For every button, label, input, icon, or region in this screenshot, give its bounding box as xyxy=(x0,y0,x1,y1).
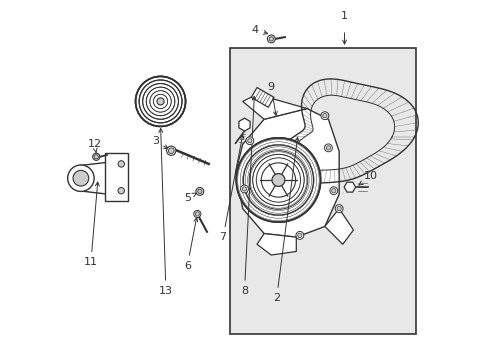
Text: 7: 7 xyxy=(219,135,244,242)
Text: 2: 2 xyxy=(272,138,298,303)
Polygon shape xyxy=(105,153,128,202)
Circle shape xyxy=(297,233,302,238)
Circle shape xyxy=(331,189,335,193)
Circle shape xyxy=(197,189,202,194)
Bar xyxy=(230,48,415,334)
Polygon shape xyxy=(242,94,306,119)
Polygon shape xyxy=(239,118,249,131)
Circle shape xyxy=(196,188,203,195)
Circle shape xyxy=(247,139,251,143)
Circle shape xyxy=(157,98,164,105)
Circle shape xyxy=(118,161,124,167)
Text: 13: 13 xyxy=(159,129,173,296)
Circle shape xyxy=(168,148,174,154)
Text: 4: 4 xyxy=(251,25,267,35)
Circle shape xyxy=(67,165,94,192)
Circle shape xyxy=(93,153,100,160)
Circle shape xyxy=(193,210,201,217)
Circle shape xyxy=(267,35,275,43)
Circle shape xyxy=(118,188,124,194)
Polygon shape xyxy=(235,109,339,237)
Circle shape xyxy=(242,187,246,191)
Text: 6: 6 xyxy=(183,218,197,271)
Circle shape xyxy=(195,212,199,216)
Circle shape xyxy=(135,76,185,126)
Circle shape xyxy=(320,112,328,120)
Circle shape xyxy=(325,146,330,150)
Circle shape xyxy=(324,144,332,152)
Circle shape xyxy=(240,185,248,193)
Polygon shape xyxy=(324,208,353,244)
Text: 3: 3 xyxy=(151,136,168,149)
Circle shape xyxy=(271,174,285,186)
Circle shape xyxy=(335,204,343,212)
Circle shape xyxy=(322,113,326,118)
Polygon shape xyxy=(251,87,273,107)
Circle shape xyxy=(329,187,337,195)
Polygon shape xyxy=(257,234,296,255)
Text: 11: 11 xyxy=(84,182,99,267)
Circle shape xyxy=(73,170,88,186)
Text: 5: 5 xyxy=(183,193,196,203)
Circle shape xyxy=(295,231,303,239)
Polygon shape xyxy=(78,162,108,194)
Circle shape xyxy=(336,206,341,211)
Circle shape xyxy=(94,155,98,159)
Text: 9: 9 xyxy=(267,82,277,116)
Text: 8: 8 xyxy=(241,96,256,296)
Circle shape xyxy=(245,137,253,145)
Circle shape xyxy=(236,138,320,222)
Text: 12: 12 xyxy=(87,139,102,152)
Circle shape xyxy=(166,146,176,156)
Text: 10: 10 xyxy=(358,171,378,185)
Polygon shape xyxy=(344,182,355,192)
Circle shape xyxy=(268,37,273,41)
Text: 1: 1 xyxy=(340,11,347,21)
